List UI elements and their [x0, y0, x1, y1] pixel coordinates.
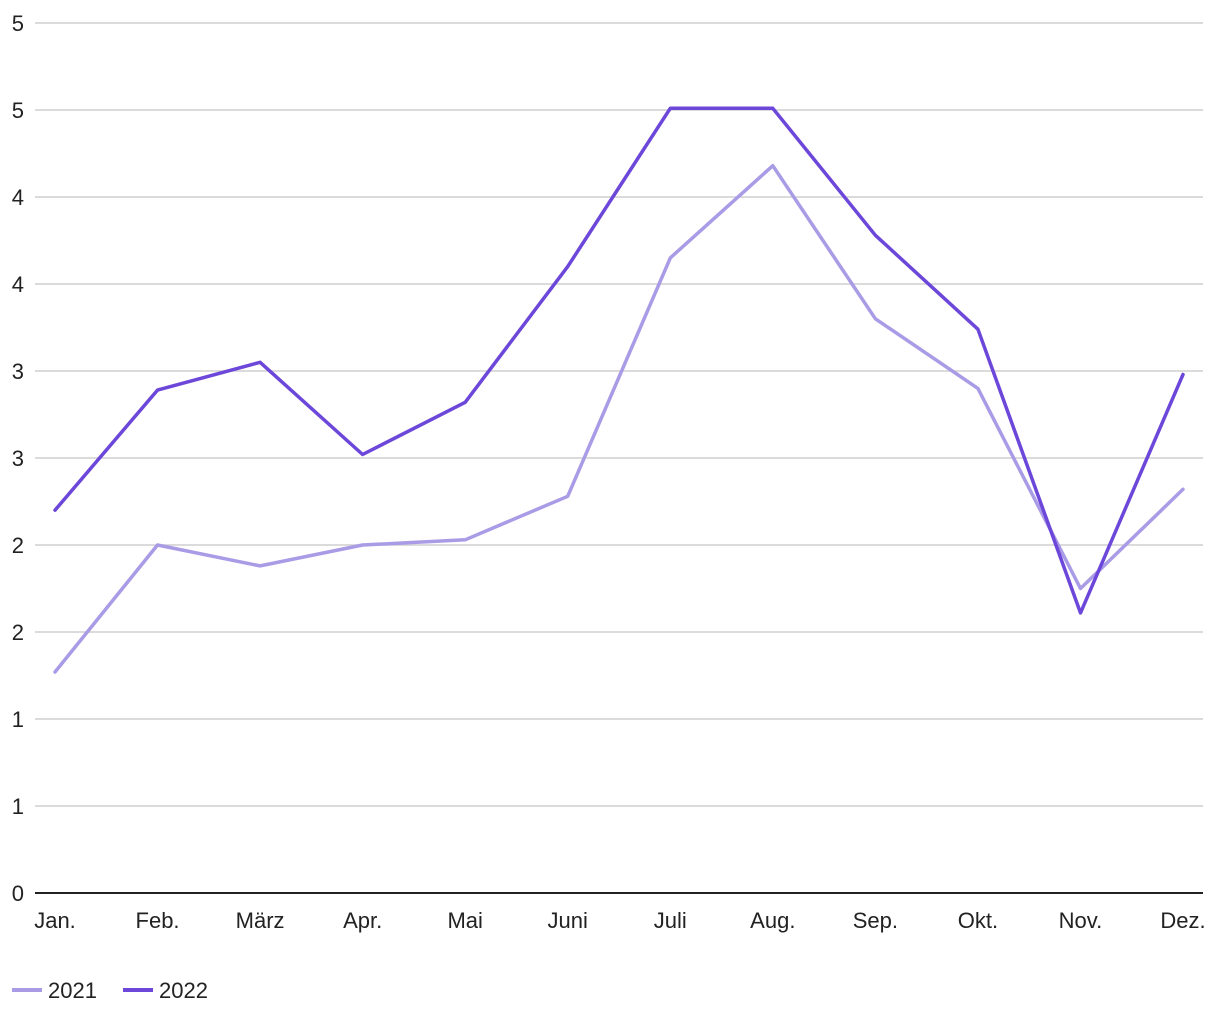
legend-label: 2022: [159, 978, 208, 1003]
y-tick-label: 5: [12, 98, 24, 123]
grid-lines: [35, 22, 1203, 807]
legend-item-2022: 2022: [123, 978, 208, 1003]
x-tick-label: Jan.: [34, 908, 76, 933]
x-tick-label: Mai: [447, 908, 482, 933]
x-axis-ticks: Jan. Feb. März Apr. Mai Juni Juli Aug. Sep. Okt. N…: [34, 908, 1205, 933]
y-tick-label: 4: [12, 185, 24, 210]
legend-item-2021: 2021: [12, 978, 97, 1003]
x-tick-label: Feb.: [136, 908, 180, 933]
y-tick-label: 3: [12, 359, 24, 384]
y-axis-ticks: 0 1 1 2 2 3 3 4 4 5 5: [12, 11, 24, 906]
x-tick-label: Dez.: [1160, 908, 1205, 933]
y-tick-label: 1: [12, 707, 24, 732]
y-tick-label: 5: [12, 11, 24, 36]
legend-label: 2021: [48, 978, 97, 1003]
x-tick-label: Juni: [548, 908, 588, 933]
y-tick-label: 1: [12, 794, 24, 819]
y-tick-label: 3: [12, 446, 24, 471]
y-tick-label: 4: [12, 272, 24, 297]
y-tick-label: 0: [12, 881, 24, 906]
x-tick-label: Sep.: [853, 908, 898, 933]
legend: 2021 2022: [12, 978, 208, 1003]
y-tick-label: 2: [12, 620, 24, 645]
series-lines: [53, 106, 1185, 674]
x-tick-label: Apr.: [343, 908, 382, 933]
x-tick-label: Okt.: [958, 908, 998, 933]
series-line-2021: [53, 163, 1185, 674]
x-tick-label: Juli: [654, 908, 687, 933]
y-tick-label: 2: [12, 533, 24, 558]
series-line-2022: [53, 106, 1185, 615]
x-tick-label: März: [236, 908, 285, 933]
x-tick-label: Aug.: [750, 908, 795, 933]
x-tick-label: Nov.: [1059, 908, 1103, 933]
